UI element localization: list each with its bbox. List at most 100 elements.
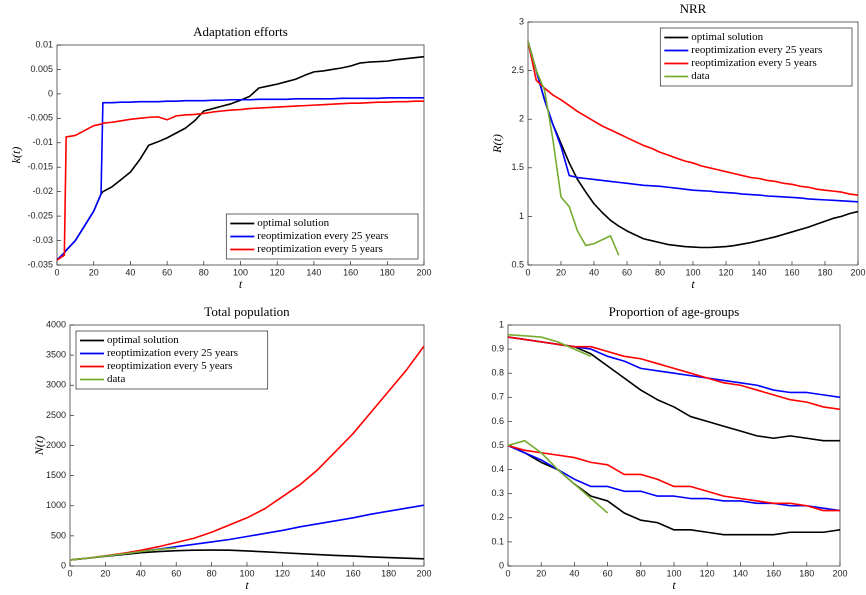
x-tick-label: 0 [67, 568, 72, 578]
y-tick-label: 0.005 [30, 64, 53, 74]
y-tick-label: 0.7 [491, 392, 504, 402]
chart-title: Proportion of age-groups [609, 304, 740, 319]
x-tick-label: 200 [850, 267, 865, 277]
plot-area [507, 324, 841, 567]
y-tick-label: 1 [519, 211, 524, 221]
y-tick-label: 0.1 [491, 536, 504, 546]
x-tick-label: 60 [603, 568, 613, 578]
x-tick-label: 160 [346, 568, 361, 578]
legend-label: optimal solution [257, 217, 329, 229]
series-line [527, 41, 620, 256]
x-axis-label: t [672, 578, 676, 592]
legend-label: reoptimization every 25 years [107, 347, 238, 359]
y-tick-label: 2000 [46, 440, 66, 450]
x-tick-label: 120 [700, 568, 715, 578]
x-tick-label: 180 [380, 267, 395, 277]
x-tick-label: 100 [685, 267, 700, 277]
y-axis-label: N(t) [32, 436, 46, 456]
x-tick-label: 0 [505, 568, 510, 578]
y-tick-label: 1 [499, 319, 504, 329]
x-tick-label: 100 [233, 267, 248, 277]
legend-box [659, 27, 853, 87]
x-axis-label: t [245, 578, 249, 592]
series-line [507, 444, 840, 512]
y-tick-label: 3 [519, 16, 524, 26]
y-tick-label: -0.025 [27, 210, 53, 220]
legend-label: reoptimization every 25 years [257, 230, 388, 242]
y-tick-label: 2 [519, 114, 524, 124]
series-line [527, 41, 859, 249]
x-tick-label: 200 [832, 568, 847, 578]
x-tick-label: 80 [655, 267, 665, 277]
legend-label: reoptimization every 5 years [691, 57, 817, 69]
y-tick-label: 0 [499, 560, 504, 570]
legend-box [225, 213, 419, 260]
y-tick-label: 2.5 [511, 65, 524, 75]
chart-title: Total population [204, 304, 290, 319]
subplot: 0 20 40 60 80 100 120 140 160 180 200 -0.035 -0.03 -0… [9, 24, 432, 291]
x-tick-label: 180 [799, 568, 814, 578]
x-tick-label: 20 [89, 267, 99, 277]
y-tick-label: 0.5 [491, 440, 504, 450]
y-tick-label: 500 [51, 530, 66, 540]
y-tick-label: -0.005 [27, 113, 53, 123]
x-tick-label: 120 [718, 267, 733, 277]
x-tick-label: 40 [125, 267, 135, 277]
x-tick-label: 200 [416, 267, 431, 277]
series-line [507, 439, 609, 514]
x-tick-label: 20 [556, 267, 566, 277]
series-line [56, 97, 424, 261]
chart-title: NRR [680, 1, 707, 16]
y-tick-label: 0.3 [491, 488, 504, 498]
legend-label: data [691, 70, 709, 82]
x-tick-label: 180 [381, 568, 396, 578]
x-tick-label: 60 [171, 568, 181, 578]
x-tick-label: 80 [199, 267, 209, 277]
series-line [507, 444, 841, 512]
series-line [56, 55, 425, 261]
y-tick-label: 0 [61, 560, 66, 570]
x-tick-label: 140 [306, 267, 321, 277]
y-tick-label: 0.8 [491, 368, 504, 378]
series-line [507, 333, 592, 358]
x-tick-label: 20 [100, 568, 110, 578]
x-tick-label: 140 [310, 568, 325, 578]
legend-label: reoptimization every 25 years [691, 44, 822, 56]
y-tick-label: 3500 [46, 350, 66, 360]
subplot: 0 20 40 60 80 100 120 140 160 180 2000500100015002… [32, 304, 432, 592]
x-tick-label: 160 [766, 568, 781, 578]
legend-box [75, 330, 269, 390]
x-tick-label: 140 [751, 267, 766, 277]
y-tick-label: 0.4 [491, 464, 504, 474]
y-tick-label: 0 [48, 88, 53, 98]
x-tick-label: 0 [525, 267, 530, 277]
subplot: 0 20 40 60 80 100 120 140 160 180 200 0.5 1 1.5 2 2.5 3 N… [490, 1, 866, 291]
x-tick-label: 60 [162, 267, 172, 277]
x-tick-label: 140 [733, 568, 748, 578]
x-tick-label: 120 [270, 267, 285, 277]
x-tick-label: 120 [275, 568, 290, 578]
x-axis-label: t [239, 277, 243, 291]
x-tick-label: 160 [784, 267, 799, 277]
x-tick-label: 160 [343, 267, 358, 277]
x-tick-label: 20 [536, 568, 546, 578]
y-tick-label: 1000 [46, 500, 66, 510]
y-tick-label: 4000 [46, 319, 66, 329]
legend-label: optimal solution [107, 334, 179, 346]
x-tick-label: 40 [136, 568, 146, 578]
y-tick-label: 1.5 [511, 162, 524, 172]
x-tick-label: 100 [666, 568, 681, 578]
y-tick-label: 1500 [46, 470, 66, 480]
legend-label: reoptimization every 5 years [107, 360, 233, 372]
x-tick-label: 180 [817, 267, 832, 277]
x-tick-label: 40 [589, 267, 599, 277]
x-tick-label: 40 [569, 568, 579, 578]
y-axis-label: k(t) [9, 147, 23, 164]
legend-label: data [107, 373, 125, 385]
y-tick-label: 0.9 [491, 343, 504, 353]
y-tick-label: -0.02 [32, 186, 53, 196]
y-tick-label: -0.015 [27, 162, 53, 172]
